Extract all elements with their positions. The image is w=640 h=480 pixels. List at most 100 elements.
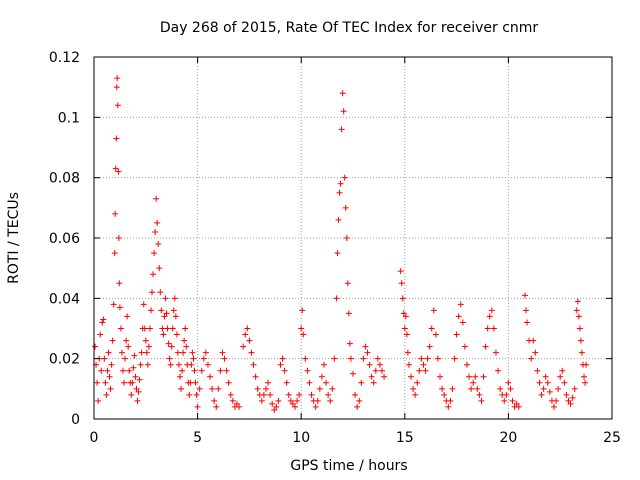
data-point	[275, 397, 282, 404]
data-point	[379, 367, 386, 374]
data-point	[196, 385, 203, 392]
data-point	[459, 319, 466, 326]
data-point	[497, 385, 504, 392]
data-point	[215, 385, 222, 392]
data-point	[571, 385, 578, 392]
y-tick-label: 0.1	[58, 110, 80, 126]
data-point	[271, 406, 278, 413]
data-point	[117, 325, 124, 332]
data-point	[555, 385, 562, 392]
data-point	[126, 367, 133, 374]
data-point	[437, 373, 444, 380]
data-point	[434, 355, 441, 362]
data-point	[248, 349, 255, 356]
data-point	[412, 391, 419, 398]
data-point	[97, 331, 104, 338]
data-point	[426, 343, 433, 350]
data-point	[528, 355, 535, 362]
data-point	[198, 367, 205, 374]
data-point	[144, 361, 151, 368]
data-point	[112, 210, 119, 217]
data-point	[484, 325, 491, 332]
data-point	[244, 325, 251, 332]
data-point	[162, 295, 169, 302]
data-point	[279, 355, 286, 362]
data-point	[424, 355, 431, 362]
y-tick-label: 0.04	[49, 291, 80, 307]
data-point	[176, 373, 183, 380]
data-point	[115, 235, 122, 241]
data-point	[213, 403, 220, 410]
data-point	[151, 250, 158, 257]
data-point	[113, 84, 120, 91]
data-point	[495, 367, 502, 374]
data-point	[582, 379, 589, 386]
data-point	[99, 319, 106, 326]
data-point	[146, 325, 153, 332]
data-point	[507, 385, 514, 392]
chart-title: Day 268 of 2015, Rate Of TEC Index for r…	[160, 20, 539, 36]
data-point	[104, 367, 111, 374]
data-point	[229, 397, 236, 404]
data-point	[422, 367, 429, 374]
data-point	[509, 397, 516, 404]
data-point	[478, 397, 485, 404]
data-point	[98, 367, 105, 374]
data-point	[316, 385, 323, 392]
data-point	[344, 280, 351, 287]
data-point	[204, 361, 211, 368]
x-tick-label: 20	[499, 430, 517, 446]
data-point	[105, 349, 112, 356]
data-point	[557, 373, 564, 380]
data-point	[233, 400, 240, 407]
data-point	[523, 307, 530, 314]
data-point	[147, 307, 154, 314]
data-point	[342, 204, 349, 211]
data-point	[532, 349, 539, 356]
data-point	[505, 379, 512, 386]
data-point	[180, 349, 187, 356]
data-point	[273, 403, 280, 410]
data-point	[187, 379, 194, 386]
data-point	[368, 373, 375, 380]
y-tick-label: 0.06	[49, 231, 80, 247]
data-point	[154, 219, 161, 226]
data-point	[381, 373, 388, 380]
data-point	[490, 325, 497, 332]
data-point	[133, 385, 140, 392]
data-point	[175, 361, 182, 368]
data-point	[418, 355, 425, 362]
data-point	[472, 373, 479, 380]
data-point	[254, 385, 261, 392]
data-point	[100, 316, 107, 323]
data-point	[447, 397, 454, 404]
data-point	[358, 379, 365, 386]
data-point	[304, 367, 311, 374]
data-point	[252, 373, 259, 380]
data-point	[354, 403, 361, 410]
x-tick-label: 15	[396, 430, 414, 446]
data-point	[574, 298, 581, 305]
data-point	[116, 304, 123, 311]
data-point	[183, 343, 190, 350]
x-axis-label: GPS time / hours	[290, 458, 407, 474]
y-axis-label: ROTI / TECUs	[6, 192, 22, 284]
data-point	[362, 343, 369, 350]
data-point	[130, 364, 137, 371]
data-point	[538, 391, 545, 398]
data-point	[567, 400, 574, 407]
data-point	[189, 349, 196, 356]
data-point	[107, 385, 114, 392]
data-point	[466, 373, 473, 380]
data-point	[283, 379, 290, 386]
data-point	[340, 108, 347, 115]
data-point	[171, 295, 178, 302]
data-point	[331, 355, 338, 362]
data-point	[138, 349, 145, 356]
x-tick-label: 10	[292, 430, 310, 446]
data-point	[492, 349, 499, 356]
data-point	[128, 391, 135, 398]
data-point	[521, 292, 528, 299]
data-point	[265, 379, 272, 386]
